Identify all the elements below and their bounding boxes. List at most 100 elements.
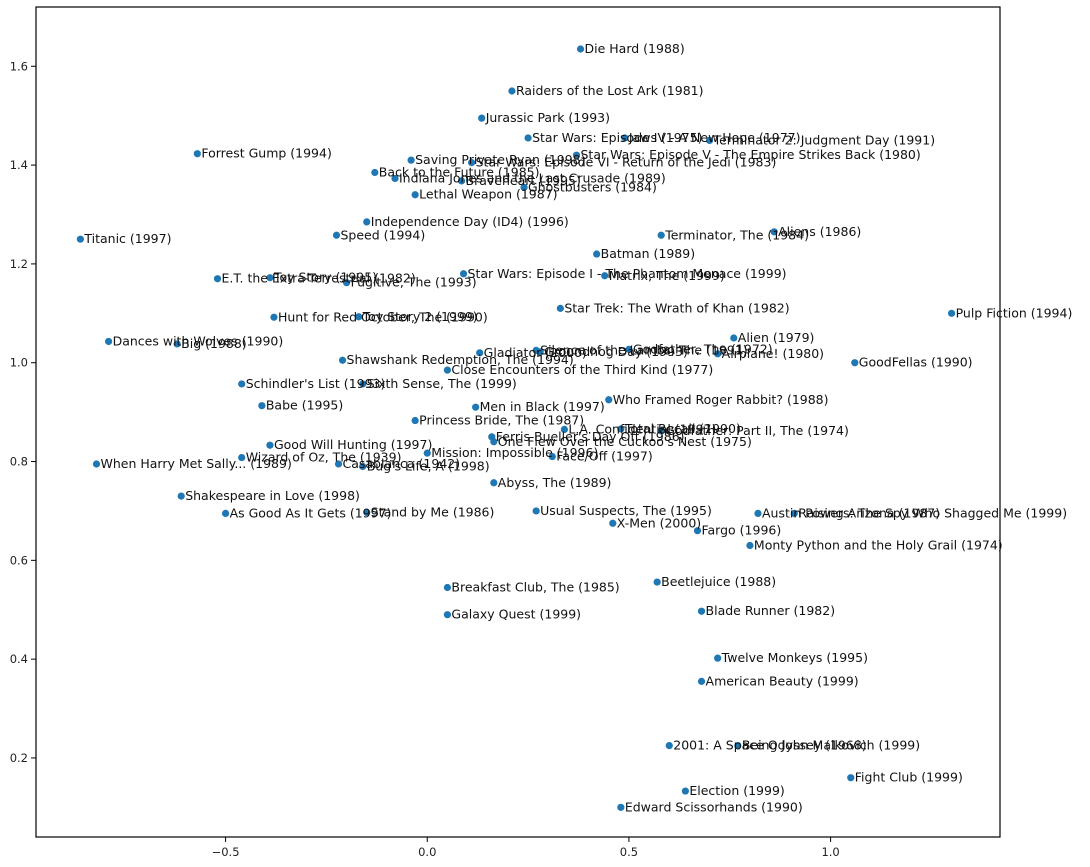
point-label: Sixth Sense, The (1999) — [367, 376, 517, 391]
point-label: One Flew Over the Cuckoo's Nest (1975) — [498, 434, 752, 449]
data-point — [576, 45, 585, 53]
data-point — [177, 492, 185, 500]
point-label: Being John Malkovich (1999) — [742, 738, 920, 753]
point-label: Who Framed Roger Rabbit? (1988) — [613, 392, 829, 407]
data-point — [621, 134, 629, 142]
point-label: Abyss, The (1989) — [498, 475, 612, 490]
y-tick-label: 0.6 — [10, 553, 28, 567]
data-point — [338, 356, 347, 364]
data-point — [92, 460, 101, 468]
data-point — [508, 87, 516, 95]
point-label: Independence Day (ID4) (1996) — [371, 214, 569, 229]
data-point — [653, 578, 661, 586]
point-label: Monty Python and the Holy Grail (1974) — [754, 538, 1003, 553]
point-label: Godfather, The (1972) — [633, 341, 773, 356]
point-label: Fight Club (1999) — [855, 770, 963, 785]
data-point — [363, 508, 371, 517]
point-label: Good Will Hunting (1997) — [274, 437, 432, 452]
point-label: Schindler's List (1993) — [246, 376, 386, 391]
point-label: When Harry Met Sally... (1989) — [101, 456, 292, 471]
data-point — [457, 177, 466, 185]
point-label: Casablanca (1942) — [343, 456, 461, 471]
y-tick-label: 0.4 — [10, 652, 28, 666]
point-label: Batman (1989) — [601, 246, 695, 261]
point-label: Galaxy Quest (1999) — [451, 607, 581, 622]
point-label: Ferris Bueller's Day Off (1986) — [496, 429, 685, 444]
point-label: X-Men (2000) — [617, 515, 701, 530]
data-point — [847, 774, 855, 782]
point-label: Total Recall (1990) — [624, 421, 741, 436]
x-tick-label: 0.5 — [620, 845, 638, 859]
data-point — [371, 168, 379, 177]
point-label: Breakfast Club, The (1985) — [451, 580, 619, 595]
y-tick-label: 1.4 — [10, 158, 28, 172]
point-label: Toy Story 2 (1999) — [362, 309, 478, 324]
point-label: Hunt for Red October, The (1990) — [278, 309, 488, 324]
point-label: Mission: Impossible (1996) — [431, 445, 598, 460]
data-point — [714, 350, 722, 358]
data-point — [258, 402, 266, 410]
point-label: Terminator, The (1984) — [664, 227, 809, 242]
point-label: Ghostbusters (1984) — [528, 179, 657, 194]
point-label: Terminator 2: Judgment Day (1991) — [713, 132, 936, 147]
y-tick-label: 1.6 — [10, 59, 28, 73]
data-point — [359, 462, 367, 471]
point-label: Close Encounters of the Third Kind (1977… — [451, 362, 713, 377]
point-label: Twelve Monkeys (1995) — [721, 650, 868, 665]
data-point — [657, 427, 665, 435]
point-label: Jurassic Park (1993) — [485, 110, 610, 125]
data-point — [609, 519, 617, 527]
data-point — [560, 425, 568, 434]
point-label: Aliens (1986) — [778, 224, 861, 239]
point-label: Austin Powers: The Spy Who Shagged Me (1… — [762, 505, 1067, 520]
data-point — [490, 438, 498, 446]
data-point — [572, 151, 581, 159]
data-point — [342, 279, 351, 287]
point-label: Alien (1979) — [738, 330, 815, 345]
data-point — [478, 114, 486, 122]
data-point — [173, 340, 181, 348]
point-label: Toy Story (1995) — [273, 270, 377, 285]
point-label: Bug's Life, A (1998) — [367, 458, 490, 473]
data-point — [270, 313, 278, 321]
data-point — [443, 583, 452, 592]
point-label: Men in Black (1997) — [480, 399, 605, 414]
point-label: Shakespeare in Love (1998) — [185, 488, 360, 503]
data-point — [714, 654, 722, 662]
point-label: Silence of the Lambs, The (1991) — [540, 342, 748, 357]
data-point — [238, 453, 246, 462]
data-point — [697, 607, 706, 615]
point-label: Godfather: Part II, The (1974) — [665, 423, 849, 438]
point-label: Raising Arizona (1987) — [798, 505, 940, 520]
data-point — [490, 479, 498, 487]
y-tick-label: 0.2 — [10, 751, 28, 765]
point-label: Election (1999) — [689, 783, 784, 798]
point-label: Star Wars: Episode I - The Phantom Menac… — [468, 266, 787, 281]
data-point — [681, 787, 689, 795]
data-point — [476, 349, 484, 357]
data-point — [790, 509, 798, 517]
point-label: Titanic (1997) — [83, 231, 171, 246]
point-label: Star Wars: Episode VI - Return of the Je… — [476, 155, 777, 170]
point-labels: Die Hard (1988) Raiders of the Lost Ark (… — [83, 41, 1072, 814]
data-point — [423, 449, 431, 457]
data-point — [238, 380, 246, 388]
data-point — [746, 541, 754, 550]
data-point — [730, 334, 738, 342]
data-point — [734, 742, 742, 750]
point-label: Stand by Me (1986) — [371, 504, 495, 519]
point-label: Blade Runner (1982) — [706, 603, 836, 618]
x-tick-label: 1.0 — [821, 845, 839, 859]
point-label: Airplane! (1980) — [722, 346, 824, 361]
data-point — [443, 366, 452, 374]
data-point — [524, 134, 532, 142]
point-label: Wizard of Oz, The (1939) — [246, 450, 402, 465]
data-point — [411, 416, 419, 425]
data-point — [355, 313, 363, 321]
data-point — [193, 150, 201, 158]
point-label: Groundhog Day (1993) — [544, 344, 688, 359]
data-point — [548, 452, 556, 461]
data-point — [520, 183, 528, 191]
point-label: Pulp Fiction (1994) — [956, 305, 1073, 320]
